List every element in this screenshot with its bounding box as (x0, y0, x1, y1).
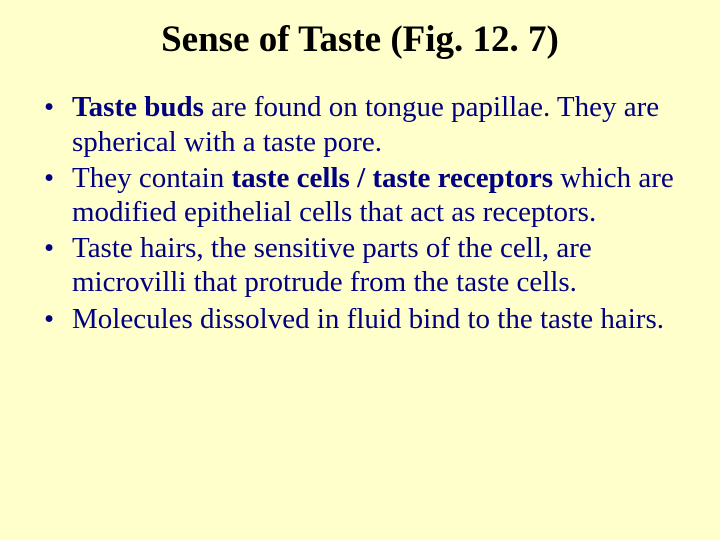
bullet-text: They contain (72, 162, 231, 194)
title-rest: (Fig. 12. 7) (390, 19, 559, 60)
slide-container: Sense of Taste (Fig. 12. 7) Taste buds a… (0, 0, 720, 540)
bullet-list: Taste buds are found on tongue papillae.… (36, 90, 684, 336)
bullet-text: Molecules dissolved in fluid bind to the… (72, 303, 664, 335)
bullet-item: Taste buds are found on tongue papillae.… (42, 90, 684, 158)
bullet-item: Molecules dissolved in fluid bind to the… (42, 302, 684, 336)
bullet-bold-text: taste cells / taste receptors (231, 162, 553, 194)
bullet-item: They contain taste cells / taste recepto… (42, 161, 684, 229)
bullet-item: Taste hairs, the sensitive parts of the … (42, 231, 684, 299)
title-bold-part: Sense of Taste (161, 19, 390, 60)
bullet-text: Taste hairs, the sensitive parts of the … (72, 232, 592, 298)
bullet-bold-text: Taste buds (72, 91, 204, 123)
slide-title: Sense of Taste (Fig. 12. 7) (36, 18, 684, 62)
